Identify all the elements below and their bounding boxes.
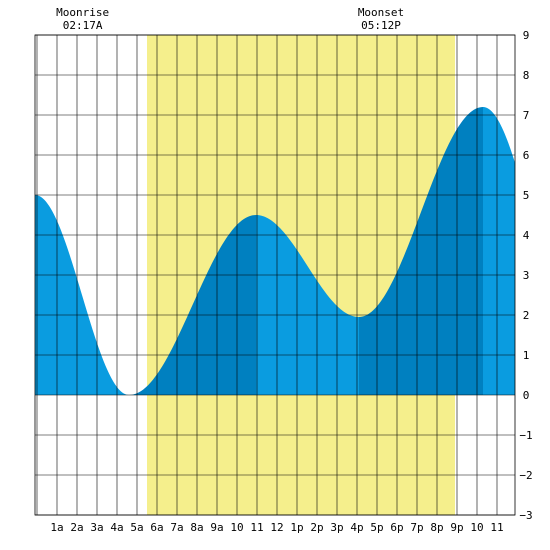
moonrise-label: Moonrise <box>56 6 109 19</box>
x-tick-label: 4p <box>350 521 363 534</box>
y-tick-label: 2 <box>523 309 530 322</box>
x-tick-label: 2p <box>310 521 323 534</box>
x-tick-label: 3p <box>330 521 343 534</box>
x-tick-label: 6p <box>390 521 403 534</box>
tide-falling-segment <box>35 195 129 395</box>
y-tick-label: 3 <box>523 269 530 282</box>
tide-falling-segment <box>483 107 515 395</box>
x-tick-label: 7a <box>170 521 183 534</box>
x-tick-label: 11 <box>250 521 263 534</box>
x-tick-label: 10 <box>470 521 483 534</box>
y-tick-label: −2 <box>519 469 532 482</box>
tide-area <box>35 107 515 395</box>
moonset-label: Moonset <box>358 6 404 19</box>
y-tick-label: 9 <box>523 29 530 42</box>
y-tick-label: 0 <box>523 389 530 402</box>
y-axis-tick-labels: 9 8 7 6 5 4 3 2 1 0 −1 −2 −3 <box>519 29 532 522</box>
y-tick-label: 5 <box>523 189 530 202</box>
y-tick-label: 7 <box>523 109 530 122</box>
grid-lines <box>34 34 516 516</box>
moonset-annotation: Moonset 05:12P <box>358 6 404 32</box>
tide-falling-segment <box>256 215 359 395</box>
plot-border <box>34 34 516 516</box>
y-tick-label: −1 <box>519 429 532 442</box>
x-tick-label: 9p <box>450 521 463 534</box>
x-tick-label: 4a <box>110 521 123 534</box>
y-tick-label: 6 <box>523 149 530 162</box>
tide-rising-segment <box>129 215 256 395</box>
x-tick-label: 10 <box>230 521 243 534</box>
moonrise-annotation: Moonrise 02:17A <box>56 6 109 32</box>
x-tick-label: 2a <box>70 521 83 534</box>
x-tick-label: 7p <box>410 521 423 534</box>
x-tick-label: 8a <box>190 521 203 534</box>
moonrise-time: 02:17A <box>63 19 103 32</box>
y-tick-label: 4 <box>523 229 530 242</box>
x-tick-label: 5a <box>130 521 143 534</box>
moonset-time: 05:12P <box>361 19 401 32</box>
x-axis-tick-labels: 1a 2a 3a 4a 5a 6a 7a 8a 9a 10 11 12 1p 2p 3p 4p 5p 6p 7p 8p… <box>50 521 503 534</box>
y-tick-label: 8 <box>523 69 530 82</box>
x-tick-label: 1p <box>290 521 303 534</box>
y-tick-label: 1 <box>523 349 530 362</box>
x-tick-label: 11 <box>490 521 503 534</box>
x-tick-label: 9a <box>210 521 223 534</box>
x-tick-label: 12 <box>270 521 283 534</box>
y-tick-label: −3 <box>519 509 532 522</box>
tide-rising-segment <box>359 107 483 395</box>
x-tick-label: 5p <box>370 521 383 534</box>
x-tick-label: 6a <box>150 521 163 534</box>
x-tick-label: 1a <box>50 521 63 534</box>
x-tick-label: 3a <box>90 521 103 534</box>
x-tick-label: 8p <box>430 521 443 534</box>
